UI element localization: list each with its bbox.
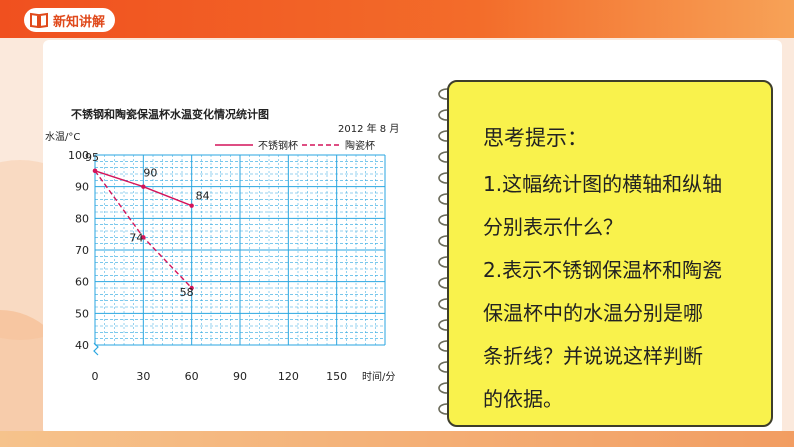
hint-line: 保温杯中的水温分别是哪 — [483, 301, 703, 325]
header-bar: 新知讲解 — [0, 0, 794, 38]
hint-line: 条折线？并说说这样判断 — [483, 344, 703, 368]
data-label: 90 — [143, 167, 157, 180]
x-tick-label: 90 — [233, 370, 247, 383]
header-badge: 新知讲解 — [24, 8, 116, 32]
legend-label: 陶瓷杯 — [345, 139, 375, 152]
x-axis-label: 时间/分 — [362, 370, 395, 383]
data-point — [141, 184, 146, 189]
hint-line: 分别表示什么？ — [483, 215, 623, 239]
data-point — [189, 203, 194, 208]
x-tick-label: 120 — [278, 370, 299, 383]
chart-title: 不锈钢和陶瓷保温杯水温变化情况统计图 — [71, 107, 269, 121]
chart-legend: 不锈钢杯 陶瓷杯 — [215, 139, 375, 152]
hint-line: 的依据。 — [483, 387, 563, 411]
y-tick-label: 60 — [75, 276, 89, 289]
bottom-stripe — [0, 431, 794, 447]
book-icon — [30, 12, 48, 28]
page-title: 新知讲解 — [53, 14, 106, 30]
y-tick-label: 90 — [75, 181, 89, 194]
data-label: 58 — [180, 286, 194, 299]
x-tick-label: 30 — [136, 370, 150, 383]
hint-line: 1.这幅统计图的横轴和纵轴 — [483, 172, 723, 196]
chart-series: 95 90 84 74 58 — [85, 151, 210, 299]
data-point — [189, 285, 194, 291]
hint-title: 思考提示： — [483, 126, 588, 150]
y-axis-label: 水温/°C — [45, 131, 80, 143]
legend-label: 不锈钢杯 — [258, 139, 298, 152]
hint-line: 2.表示不锈钢保温杯和陶瓷 — [483, 258, 723, 282]
y-tick-label: 100 — [68, 149, 89, 162]
data-point — [92, 168, 98, 174]
line-chart: 不锈钢和陶瓷保温杯水温变化情况统计图 2012 年 8 月 水温/°C 时间/分… — [40, 100, 460, 400]
data-point — [141, 235, 146, 240]
data-label: 84 — [196, 190, 210, 203]
x-tick-label: 60 — [185, 370, 199, 383]
y-tick-label: 80 — [75, 212, 89, 225]
x-tick-label: 0 — [92, 370, 99, 383]
data-label: 74 — [129, 231, 143, 244]
axis-break-mark — [93, 342, 99, 356]
y-tick-label: 50 — [75, 307, 89, 320]
chart-svg: 不锈钢和陶瓷保温杯水温变化情况统计图 2012 年 8 月 水温/°C 时间/分… — [45, 107, 399, 383]
hint-card: 思考提示： 1.这幅统计图的横轴和纵轴 分别表示什么？ 2.表示不锈钢保温杯和陶… — [447, 80, 773, 427]
y-tick-label: 70 — [75, 244, 89, 257]
x-tick-label: 150 — [326, 370, 347, 383]
chart-ticks: 40 50 60 70 80 90 100 0 30 60 90 120 150 — [68, 149, 347, 383]
y-tick-label: 40 — [75, 339, 89, 352]
data-label: 95 — [85, 151, 99, 164]
chart-subtitle: 2012 年 8 月 — [338, 122, 399, 135]
